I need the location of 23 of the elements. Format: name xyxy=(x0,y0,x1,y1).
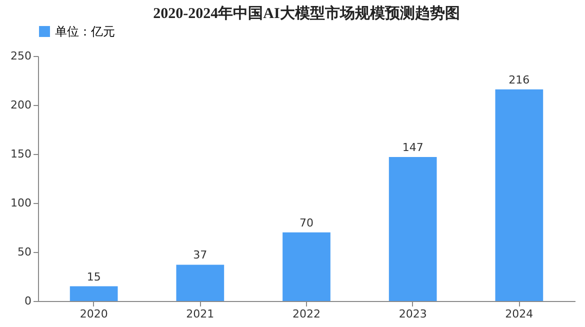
data-label: 70 xyxy=(300,216,314,230)
y-tick-label: 100 xyxy=(10,196,32,210)
y-tick-label: 0 xyxy=(24,294,32,308)
data-label: 216 xyxy=(508,73,530,86)
bar xyxy=(70,286,118,301)
x-tick-label: 2020 xyxy=(80,308,108,320)
x-tick-label: 2024 xyxy=(505,308,534,320)
data-label: 37 xyxy=(193,248,208,262)
data-label: 147 xyxy=(402,140,424,154)
bar xyxy=(388,156,437,301)
x-tick-label: 2023 xyxy=(398,308,427,320)
bar xyxy=(176,264,224,301)
bar xyxy=(282,232,330,301)
x-tick-label: 2021 xyxy=(186,308,214,320)
y-tick-label: 250 xyxy=(10,50,32,62)
y-tick-label: 50 xyxy=(18,246,32,258)
y-tick-label: 200 xyxy=(10,98,32,112)
legend-label: 单位：亿元 xyxy=(55,24,115,38)
x-tick-label: 2022 xyxy=(292,308,320,320)
chart-title: 2020-2024年中国AI大模型市场规模预测趋势图 xyxy=(153,4,460,22)
data-label: 15 xyxy=(86,270,101,284)
bar xyxy=(495,89,544,301)
y-tick-label: 150 xyxy=(10,148,32,160)
